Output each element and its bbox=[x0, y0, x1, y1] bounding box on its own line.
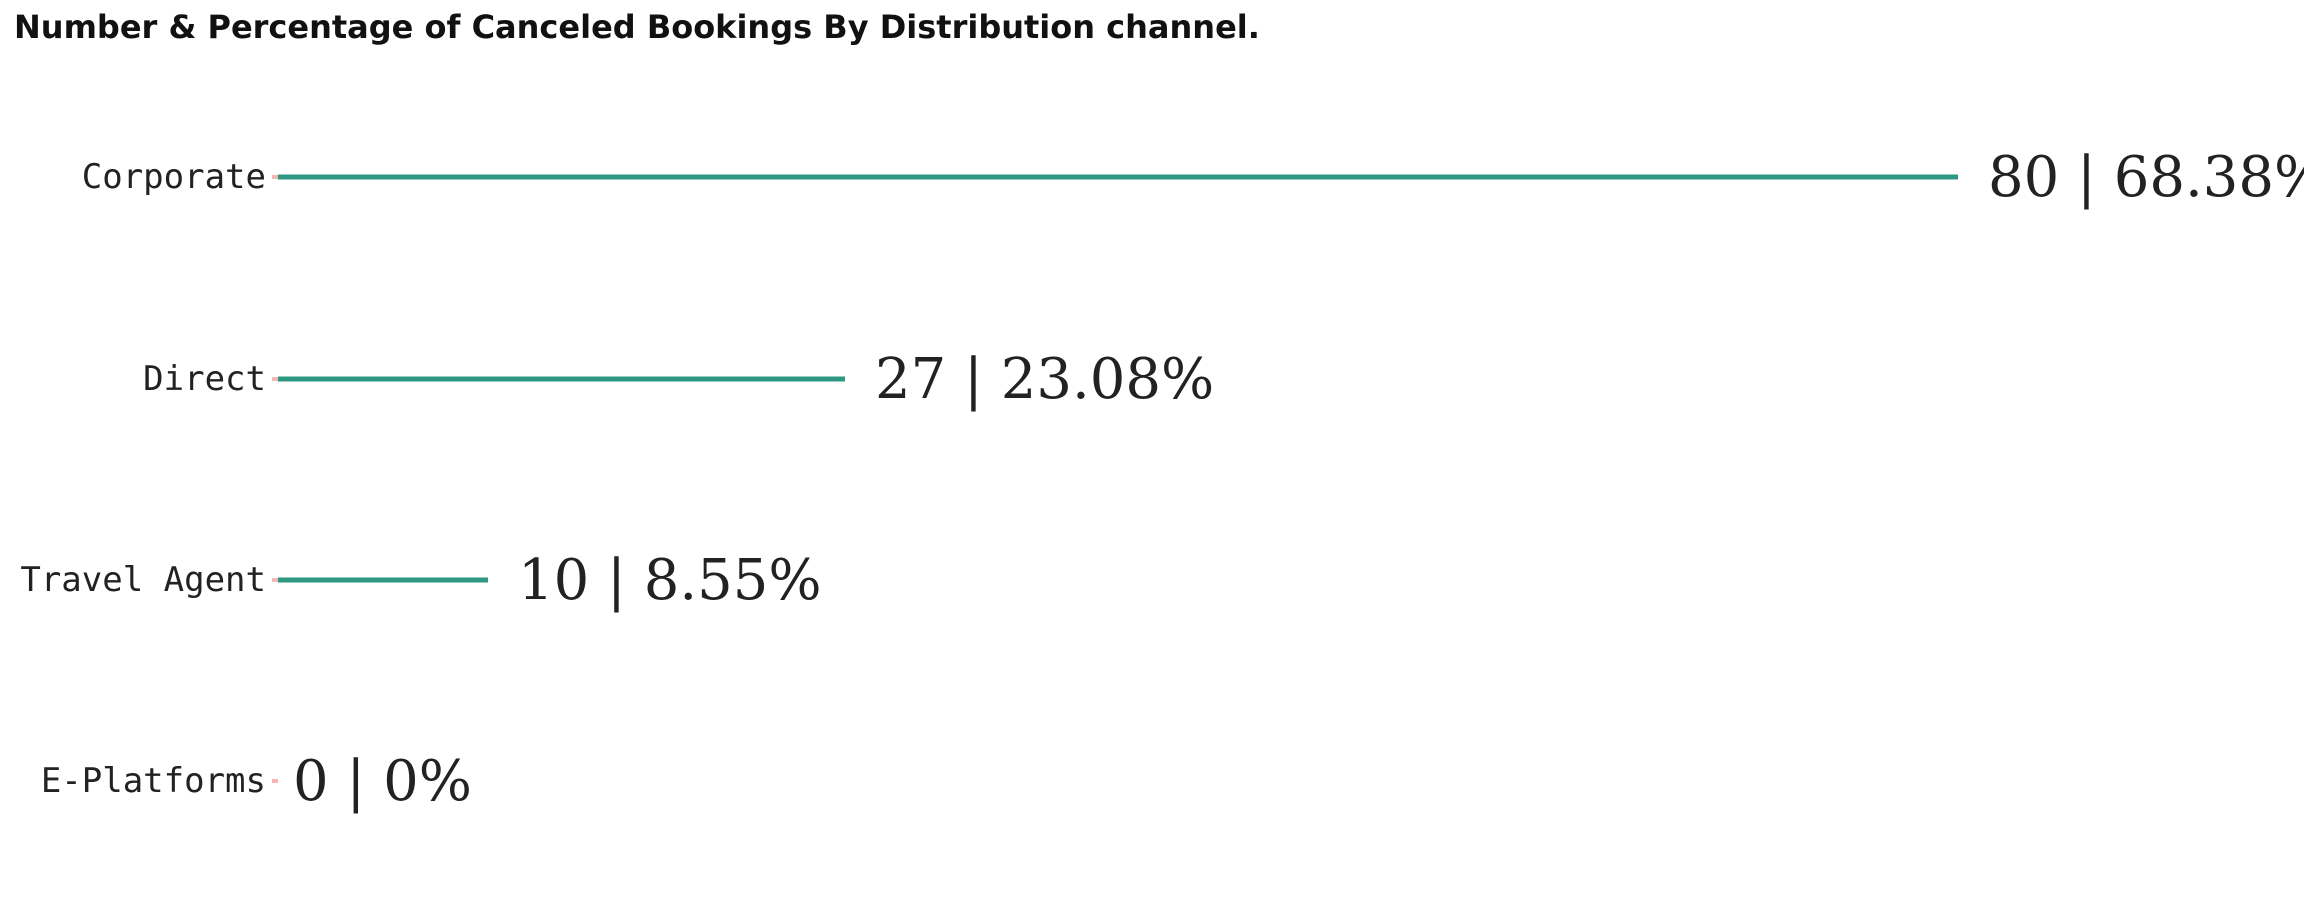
value-label: 10 | 8.55% bbox=[518, 548, 822, 613]
bars-layer: Corporate 80 | 68.38% Direct 27 | 23.08% Tra… bbox=[20, 145, 2304, 814]
category-label: Travel Agent bbox=[20, 560, 266, 600]
category-label: Direct bbox=[143, 359, 266, 399]
chart-title: Number & Percentage of Canceled Bookings… bbox=[14, 8, 1260, 46]
category-label: E-Platforms bbox=[41, 761, 266, 801]
value-label: 0 | 0% bbox=[293, 749, 472, 814]
value-label: 80 | 68.38% bbox=[1988, 145, 2304, 210]
category-label: Corporate bbox=[82, 157, 266, 197]
value-label: 27 | 23.08% bbox=[875, 347, 1214, 412]
